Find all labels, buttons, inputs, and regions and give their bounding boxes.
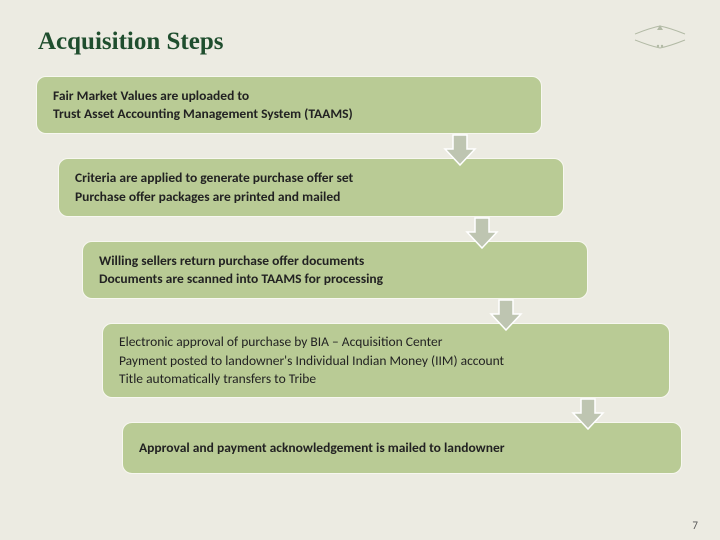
down-arrow-icon xyxy=(487,298,525,332)
step-text: Purchase offer packages are printed and … xyxy=(75,188,547,206)
step-text: Approval and payment acknowledgement is … xyxy=(139,439,665,457)
step-box-3: Willing sellers return purchase offer do… xyxy=(82,241,588,299)
step-text: Trust Asset Accounting Management System… xyxy=(53,105,525,123)
steps-container: Fair Market Values are uploaded to Trust… xyxy=(36,76,684,498)
step-text: Documents are scanned into TAAMS for pro… xyxy=(99,270,571,288)
down-arrow-icon xyxy=(569,397,607,431)
step-box-1: Fair Market Values are uploaded to Trust… xyxy=(36,76,542,134)
step-box-2: Criteria are applied to generate purchas… xyxy=(58,158,564,216)
page-title: Acquisition Steps xyxy=(38,28,223,56)
step-text: Title automatically transfers to Tribe xyxy=(119,370,653,388)
step-text: Fair Market Values are uploaded to xyxy=(53,87,525,105)
down-arrow-icon xyxy=(441,133,479,167)
step-text: Criteria are applied to generate purchas… xyxy=(75,169,547,187)
step-text: Willing sellers return purchase offer do… xyxy=(99,252,571,270)
logo-icon xyxy=(630,20,690,55)
step-text: Payment posted to landowner's Individual… xyxy=(119,352,653,370)
step-box-4: Electronic approval of purchase by BIA –… xyxy=(102,323,670,398)
page-number: 7 xyxy=(692,519,698,532)
step-text: Electronic approval of purchase by BIA –… xyxy=(119,333,653,351)
down-arrow-icon xyxy=(463,216,501,250)
